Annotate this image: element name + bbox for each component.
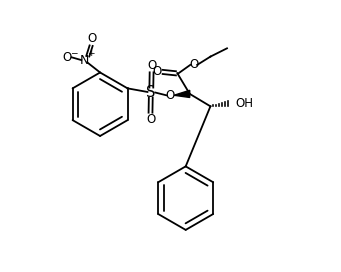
Text: O: O [152, 65, 161, 78]
Text: O: O [147, 59, 156, 72]
Text: OH: OH [235, 97, 253, 110]
Text: O: O [189, 58, 198, 71]
Polygon shape [174, 90, 190, 97]
Text: O: O [165, 89, 175, 102]
Text: N: N [80, 54, 90, 67]
Text: O: O [87, 32, 96, 45]
Text: O: O [62, 51, 72, 64]
Text: +: + [87, 50, 95, 58]
Text: −: − [70, 48, 77, 57]
Text: S: S [146, 85, 156, 100]
Text: O: O [146, 113, 155, 126]
